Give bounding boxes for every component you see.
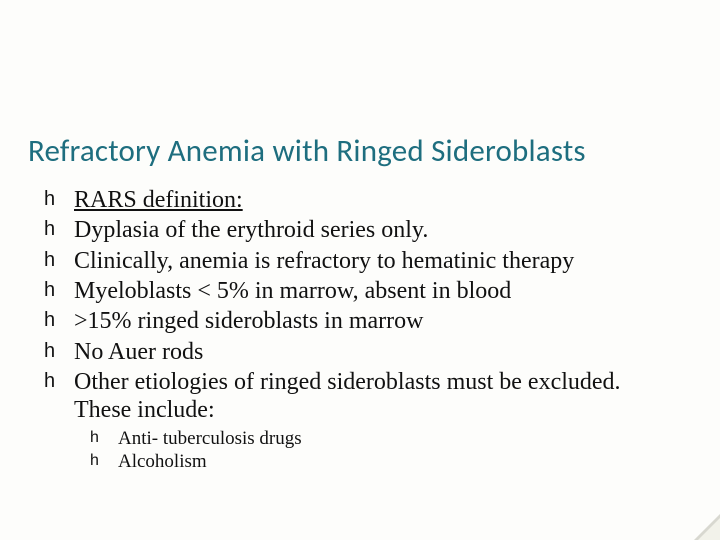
bullet-item: h Clinically, anemia is refractory to he…	[44, 247, 680, 275]
bullet-icon: h	[44, 188, 55, 212]
bullet-icon: h	[44, 218, 55, 242]
bullet-item: h No Auer rods	[44, 338, 680, 366]
bullet-text: >15% ringed sideroblasts in marrow	[74, 308, 423, 334]
bullet-icon: h	[44, 279, 55, 303]
bullet-item: h Dyplasia of the erythroid series only.	[44, 216, 680, 244]
bullet-item: h Other etiologies of ringed sideroblast…	[44, 368, 680, 425]
bullet-icon: h	[90, 428, 99, 448]
bullet-item: h >15% ringed sideroblasts in marrow	[44, 307, 680, 335]
bullet-text: Other etiologies of ringed sideroblasts …	[74, 369, 621, 423]
bullet-icon: h	[44, 340, 55, 364]
bullet-icon: h	[90, 451, 99, 471]
bullet-item: h Myeloblasts < 5% in marrow, absent in …	[44, 277, 680, 305]
slide-body: h RARS definition: h Dyplasia of the ery…	[44, 186, 680, 474]
bullet-icon: h	[44, 309, 55, 333]
sub-bullet-text: Alcoholism	[118, 451, 207, 472]
bullet-text: RARS definition:	[74, 187, 243, 213]
decorative-top-waves	[0, 0, 720, 90]
bullet-icon: h	[44, 370, 55, 394]
page-curl-icon	[694, 514, 720, 540]
bullet-text: Dyplasia of the erythroid series only.	[74, 217, 428, 243]
bullet-text: Myeloblasts < 5% in marrow, absent in bl…	[74, 278, 511, 304]
sub-bullet-text: Anti- tuberculosis drugs	[118, 428, 302, 449]
sub-bullet-item: h Alcoholism	[90, 450, 680, 474]
slide-title: Refractory Anemia with Ringed Sideroblas…	[28, 132, 692, 170]
bullet-text: No Auer rods	[74, 339, 203, 365]
sub-bullet-item: h Anti- tuberculosis drugs	[90, 427, 680, 451]
bullet-item: h RARS definition:	[44, 186, 680, 214]
bullet-icon: h	[44, 249, 55, 273]
bullet-text: Clinically, anemia is refractory to hema…	[74, 248, 574, 274]
